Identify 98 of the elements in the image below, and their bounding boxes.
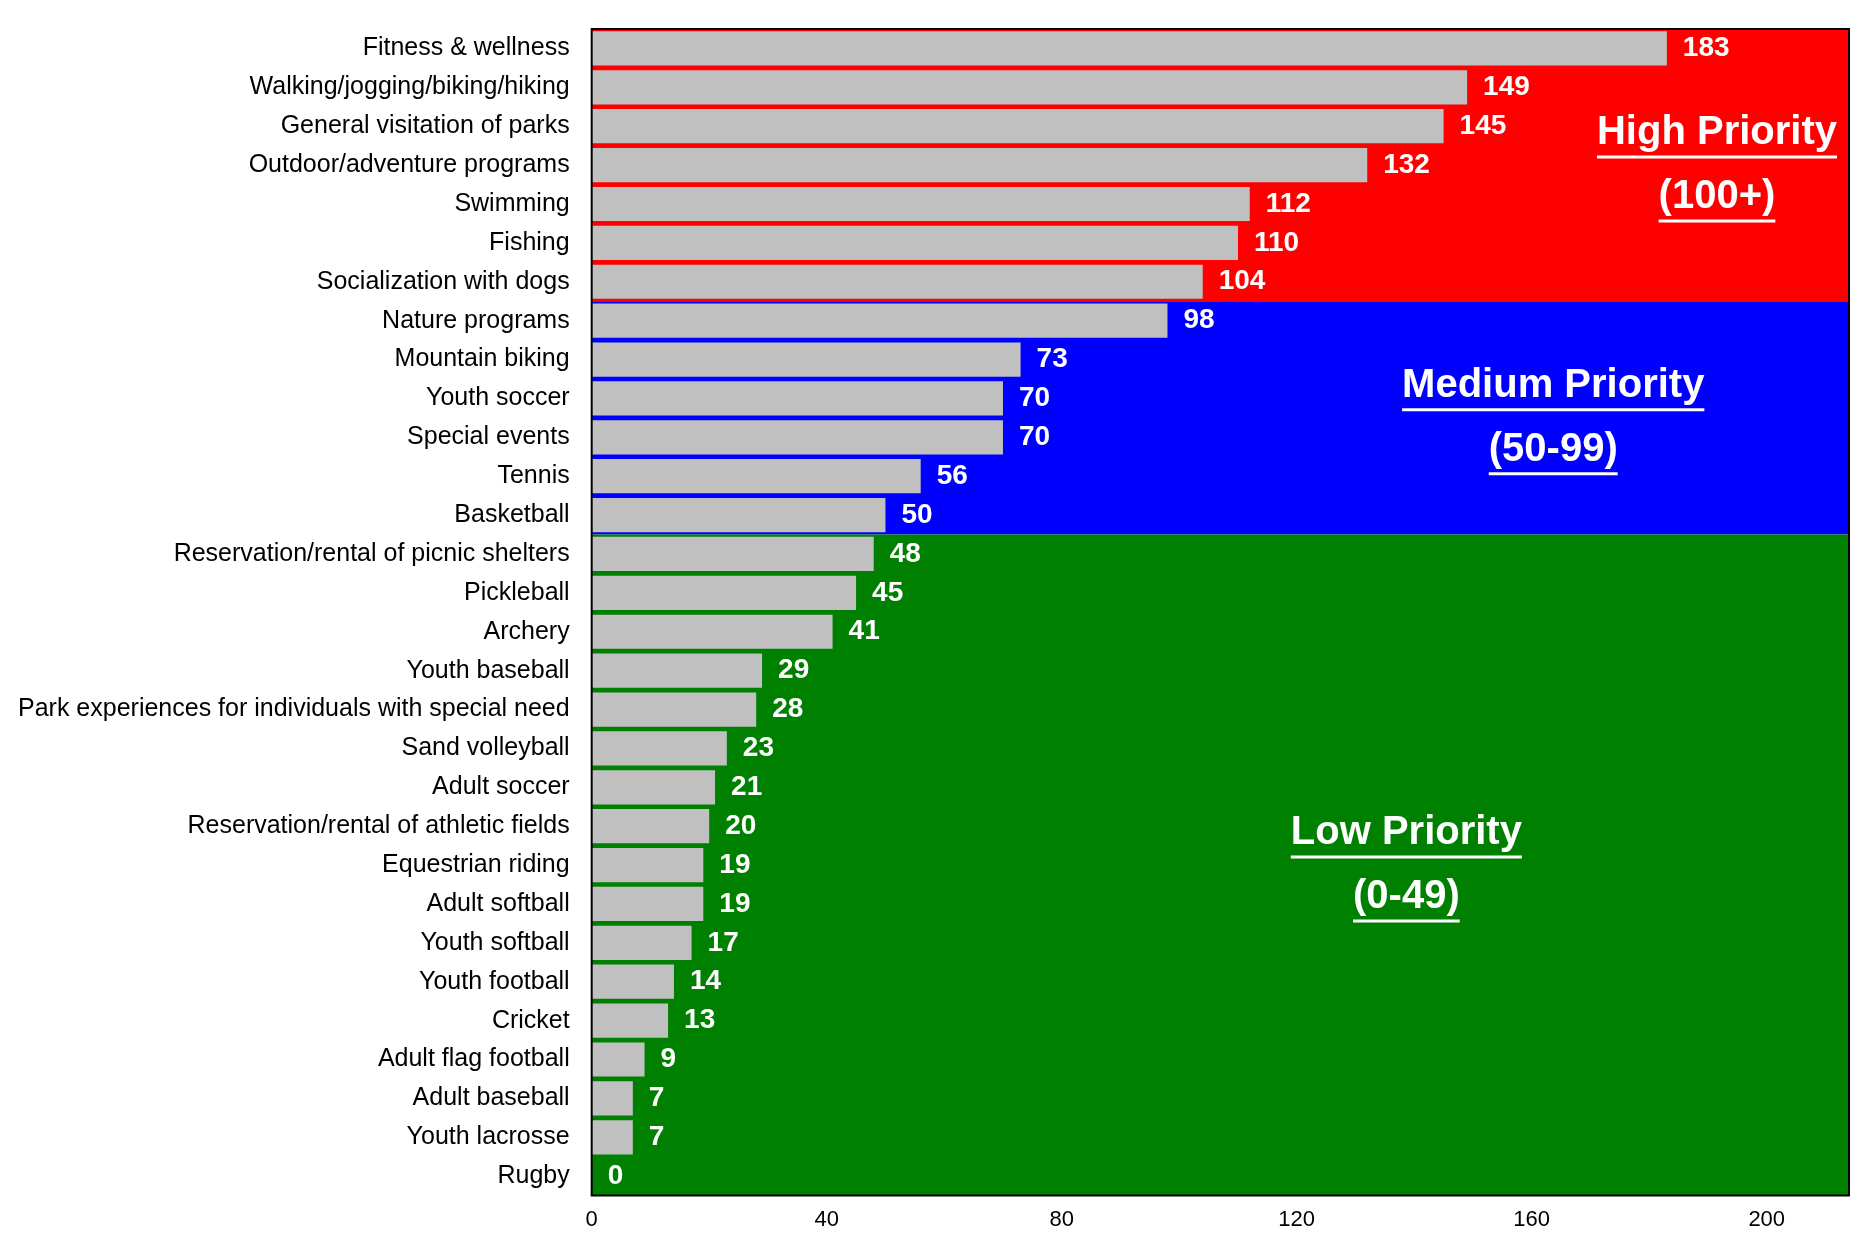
- data-label: 20: [725, 808, 757, 840]
- y-tick-label: Equestrian riding: [382, 848, 570, 877]
- y-tick-label: Nature programs: [382, 304, 570, 333]
- band-label: Medium Priority (50-99): [1402, 360, 1706, 469]
- bar: [591, 809, 710, 844]
- data-label: 17: [707, 925, 739, 957]
- bar: [591, 31, 1667, 66]
- y-tick-label: Cricket: [491, 1004, 570, 1033]
- data-label: 132: [1383, 147, 1430, 179]
- bar: [591, 1081, 633, 1116]
- data-label: 7: [648, 1119, 665, 1151]
- y-tick-label: Adult flag football: [377, 1043, 570, 1072]
- bar: [591, 497, 886, 533]
- x-tick-label: 40: [814, 1205, 839, 1231]
- x-tick-label: 200: [1748, 1205, 1786, 1231]
- y-tick-label: Pickleball: [464, 576, 570, 605]
- y-tick-label: Archery: [483, 615, 571, 644]
- data-label: 7: [648, 1081, 665, 1113]
- data-label: 19: [719, 847, 751, 879]
- x-tick-label: 0: [585, 1205, 598, 1231]
- data-label: 70: [1018, 420, 1051, 452]
- data-label: 28: [772, 692, 804, 724]
- bar: [591, 147, 1368, 183]
- y-tick-label: Park experiences for individuals with special need: [18, 693, 570, 722]
- y-tick-label: Sand volleyball: [401, 732, 570, 761]
- y-tick-label: Swimming: [454, 187, 570, 216]
- data-label: 145: [1459, 108, 1507, 140]
- bar: [591, 264, 1203, 299]
- bar: [591, 614, 833, 649]
- bar: [591, 1042, 645, 1077]
- bar: [591, 109, 1444, 144]
- x-tick-label: 120: [1278, 1205, 1316, 1231]
- y-tick-label: Mountain biking: [394, 343, 570, 372]
- data-label: 70: [1018, 381, 1051, 413]
- y-tick-label: Adult soccer: [432, 771, 570, 800]
- bar: [591, 70, 1468, 105]
- data-label: 56: [936, 458, 968, 490]
- bar: [591, 1120, 633, 1155]
- bar: [591, 575, 857, 610]
- bar: [591, 342, 1021, 377]
- data-label: 104: [1218, 264, 1266, 296]
- y-tick-label: Adult baseball: [412, 1082, 570, 1111]
- y-tick-label: Youth football: [419, 965, 570, 994]
- bar: [591, 964, 674, 999]
- data-label: 21: [731, 770, 763, 802]
- bar: [591, 770, 716, 805]
- data-label: 50: [901, 497, 933, 529]
- data-label: 14: [689, 964, 722, 996]
- data-label: 112: [1265, 186, 1311, 218]
- data-label: 48: [889, 536, 921, 568]
- bar: [591, 225, 1238, 260]
- y-tick-label: General visitation of parks: [280, 110, 570, 139]
- band-label: Low Priority (0-49): [1290, 808, 1523, 917]
- bar: [591, 420, 1003, 455]
- bar: [591, 1003, 669, 1038]
- x-tick-label: 80: [1049, 1205, 1074, 1231]
- bar: [591, 536, 874, 572]
- bar: [591, 459, 921, 494]
- y-tick-label: Fitness & wellness: [362, 32, 570, 61]
- bar: [591, 186, 1250, 222]
- bar: [591, 653, 763, 688]
- data-label: 73: [1036, 342, 1068, 374]
- y-tick-label: Youth lacrosse: [406, 1121, 570, 1150]
- band-label: High Priority (100+): [1596, 108, 1838, 217]
- y-tick-label: Youth baseball: [406, 654, 570, 683]
- data-label: 0: [607, 1158, 624, 1190]
- data-label: 183: [1682, 31, 1730, 63]
- data-label: 149: [1483, 70, 1530, 102]
- data-label: 110: [1253, 225, 1300, 257]
- y-tick-label: Outdoor/adventure programs: [248, 148, 570, 177]
- data-label: 19: [719, 886, 751, 918]
- data-label: 41: [848, 614, 880, 646]
- bar: [591, 692, 757, 727]
- bar: [591, 303, 1168, 338]
- bar: [591, 886, 704, 922]
- data-label: 98: [1183, 303, 1215, 335]
- y-tick-label: Socialization with dogs: [316, 265, 570, 294]
- bar: [591, 925, 692, 960]
- y-tick-label: Tennis: [497, 460, 570, 489]
- data-label: 23: [742, 731, 774, 763]
- y-tick-label: Walking/jogging/biking/hiking: [249, 71, 570, 100]
- y-tick-label: Special events: [407, 421, 570, 450]
- x-tick-label: 160: [1513, 1205, 1551, 1231]
- y-tick-label: Adult softball: [426, 887, 570, 916]
- y-tick-label: Reservation/rental of picnic shelters: [173, 537, 570, 566]
- y-tick-label: Reservation/rental of athletic fields: [187, 810, 570, 839]
- y-tick-label: Youth softball: [420, 926, 570, 955]
- bar: [591, 847, 704, 883]
- y-tick-label: Rugby: [497, 1160, 571, 1189]
- bar: [591, 381, 1003, 416]
- y-tick-label: Fishing: [489, 226, 570, 255]
- data-label: 9: [660, 1042, 677, 1074]
- y-tick-label: Basketball: [454, 498, 570, 527]
- data-label: 29: [778, 653, 810, 685]
- data-label: 13: [684, 1003, 716, 1035]
- data-label: 45: [872, 575, 904, 607]
- bar: [591, 731, 727, 766]
- y-tick-label: Youth soccer: [426, 382, 570, 411]
